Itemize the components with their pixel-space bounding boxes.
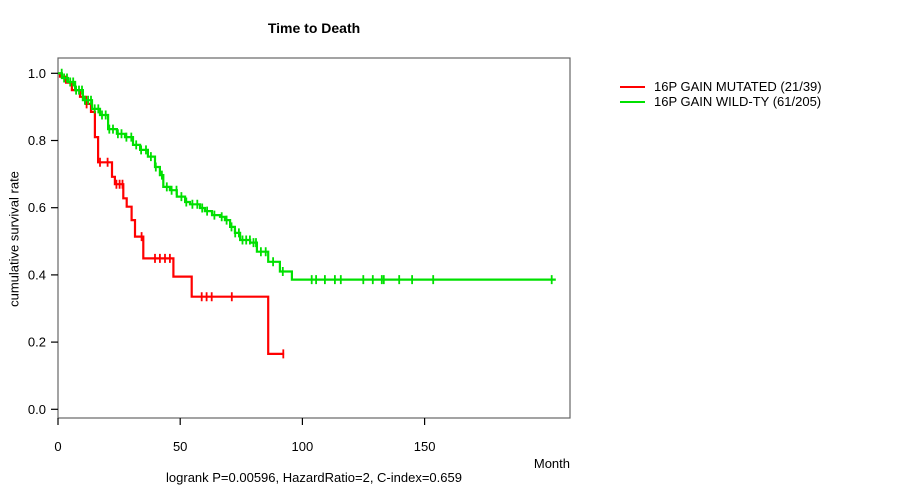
svg-text:0.0: 0.0 bbox=[28, 402, 46, 417]
svg-text:0.6: 0.6 bbox=[28, 200, 46, 215]
censor-marks bbox=[85, 99, 285, 359]
svg-text:50: 50 bbox=[173, 439, 187, 454]
series-wild-type bbox=[58, 68, 556, 285]
legend-label: 16P GAIN WILD-TY (61/205) bbox=[654, 94, 822, 109]
censor-marks bbox=[60, 68, 553, 285]
legend-label: 16P GAIN MUTATED (21/39) bbox=[654, 79, 822, 94]
survival-curve bbox=[58, 72, 556, 281]
svg-text:150: 150 bbox=[414, 439, 436, 454]
stats-caption: logrank P=0.00596, HazardRatio=2, C-inde… bbox=[166, 470, 462, 485]
plot-box bbox=[57, 57, 571, 419]
series-mutated bbox=[58, 72, 285, 359]
legend-line-swatch-red bbox=[620, 85, 645, 88]
survival-curve bbox=[58, 72, 285, 355]
chart-title: Time to Death bbox=[267, 20, 361, 36]
svg-text:100: 100 bbox=[292, 439, 314, 454]
y-axis: 1.0 0.8 0.6 0.4 0.2 0.0 bbox=[28, 66, 58, 417]
svg-text:0.4: 0.4 bbox=[28, 267, 46, 282]
svg-text:0.2: 0.2 bbox=[28, 335, 46, 350]
x-axis: 0 50 100 150 bbox=[54, 418, 435, 454]
svg-text:1.0: 1.0 bbox=[28, 66, 46, 81]
svg-text:0: 0 bbox=[54, 439, 61, 454]
legend-line-swatch-green bbox=[620, 100, 645, 103]
legend-item-mutated: 16P GAIN MUTATED (21/39) bbox=[620, 79, 822, 94]
x-axis-title: Month bbox=[533, 456, 570, 471]
svg-text:0.8: 0.8 bbox=[28, 133, 46, 148]
legend: 16P GAIN MUTATED (21/39) 16P GAIN WILD-T… bbox=[620, 79, 822, 109]
legend-item-wildtype: 16P GAIN WILD-TY (61/205) bbox=[620, 94, 822, 109]
